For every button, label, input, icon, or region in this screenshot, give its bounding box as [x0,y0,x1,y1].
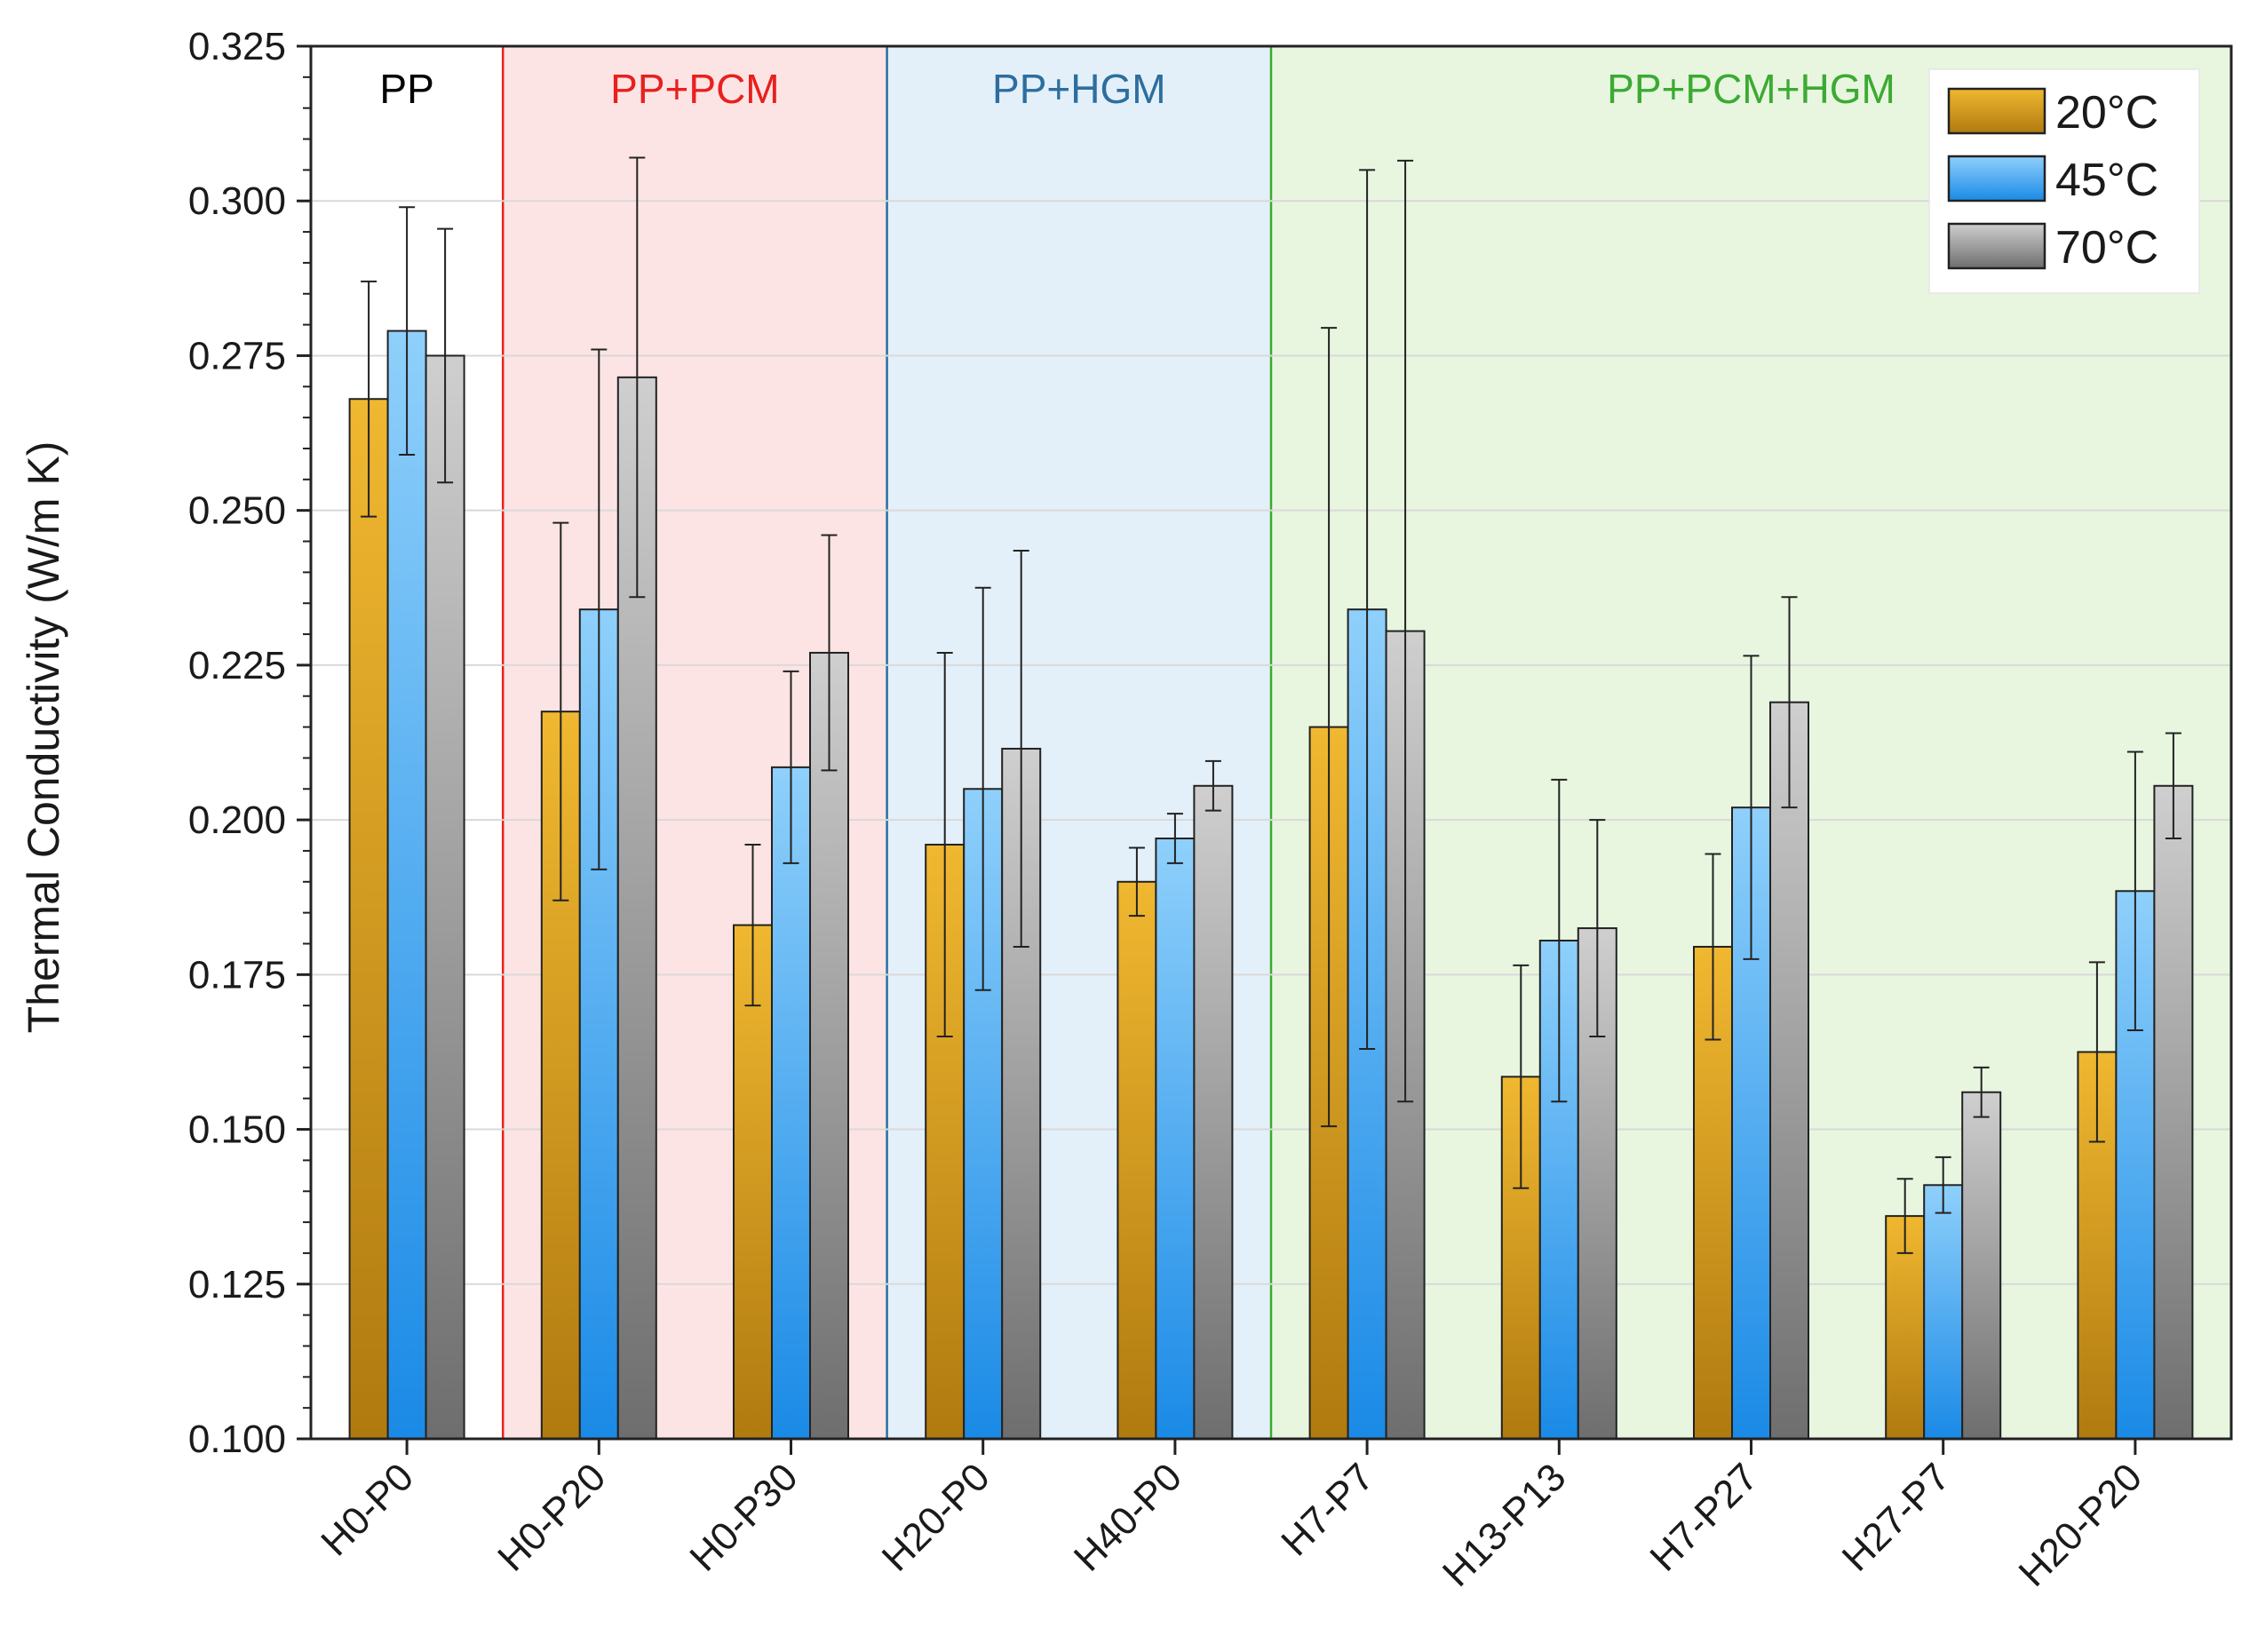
bar-h0-p0-20c [348,398,389,1440]
legend-label: 20°C [2055,87,2158,139]
x-tick-label: H0-P20 [489,1455,614,1579]
bar-h0-p30-70c [809,651,849,1440]
y-tick-label: 0.200 [188,798,286,842]
bar-h40-p0-45c [1155,838,1196,1440]
bar-h27-p7-45c [1923,1184,1964,1440]
bar-h20-p20-70c [2153,784,2194,1440]
bar-h7-p27-70c [1769,701,1809,1440]
x-tick-label: H27-P7 [1834,1455,1959,1579]
bar-h27-p7-70c [1961,1091,2002,1440]
bar-h0-p0-70c [425,354,465,1440]
x-tick-label: H0-P0 [313,1455,422,1564]
legend-label: 45°C [2055,155,2158,206]
y-tick-label: 0.125 [188,1263,286,1307]
y-axis-title: Thermal Conductivity (W/m K) [19,441,68,1034]
x-tick-label: H20-P20 [2011,1455,2150,1594]
y-tick-label: 0.325 [188,25,286,68]
bar-h0-p0-45c [386,330,427,1441]
x-tick-label: H0-P30 [681,1455,806,1579]
y-tick-label: 0.300 [188,179,286,223]
y-tick-label: 0.225 [188,644,286,687]
legend-swatch-70c [1947,222,2046,270]
x-tick-label: H7-P7 [1273,1455,1382,1564]
x-tick-label: H40-P0 [1066,1455,1190,1579]
group-label: PP+PCM [610,66,779,112]
y-tick-label: 0.175 [188,953,286,997]
group-labels: PP PP+PCM PP+HGM PP+PCM+HGM [379,66,1895,112]
legend-swatch-20c [1947,87,2046,135]
group-label: PP+HGM [992,66,1166,112]
group-label: PP+PCM+HGM [1607,66,1895,112]
y-tick-label: 0.150 [188,1108,286,1152]
bar-h40-p0-70c [1193,784,1234,1440]
plot-frame [309,44,2233,1441]
y-tick-label: 0.250 [188,489,286,533]
bar-h40-p0-20c [1117,880,1157,1440]
group-label: PP [379,66,433,112]
error-bars [361,156,2181,1254]
x-tick-label: H20-P0 [874,1455,998,1579]
bar-h0-p30-45c [771,766,811,1440]
x-tick-label: H7-P27 [1641,1455,1766,1579]
y-tick-label: 0.275 [188,334,286,377]
legend: 20°C 45°C 70°C [1928,68,2200,294]
bar-h0-p20-70c [616,376,657,1440]
x-tick-label: H13-P13 [1434,1455,1574,1594]
legend-label: 70°C [2055,222,2158,274]
y-tick-label: 0.100 [188,1418,286,1461]
legend-swatch-45c [1947,155,2046,203]
bars [348,330,2194,1441]
